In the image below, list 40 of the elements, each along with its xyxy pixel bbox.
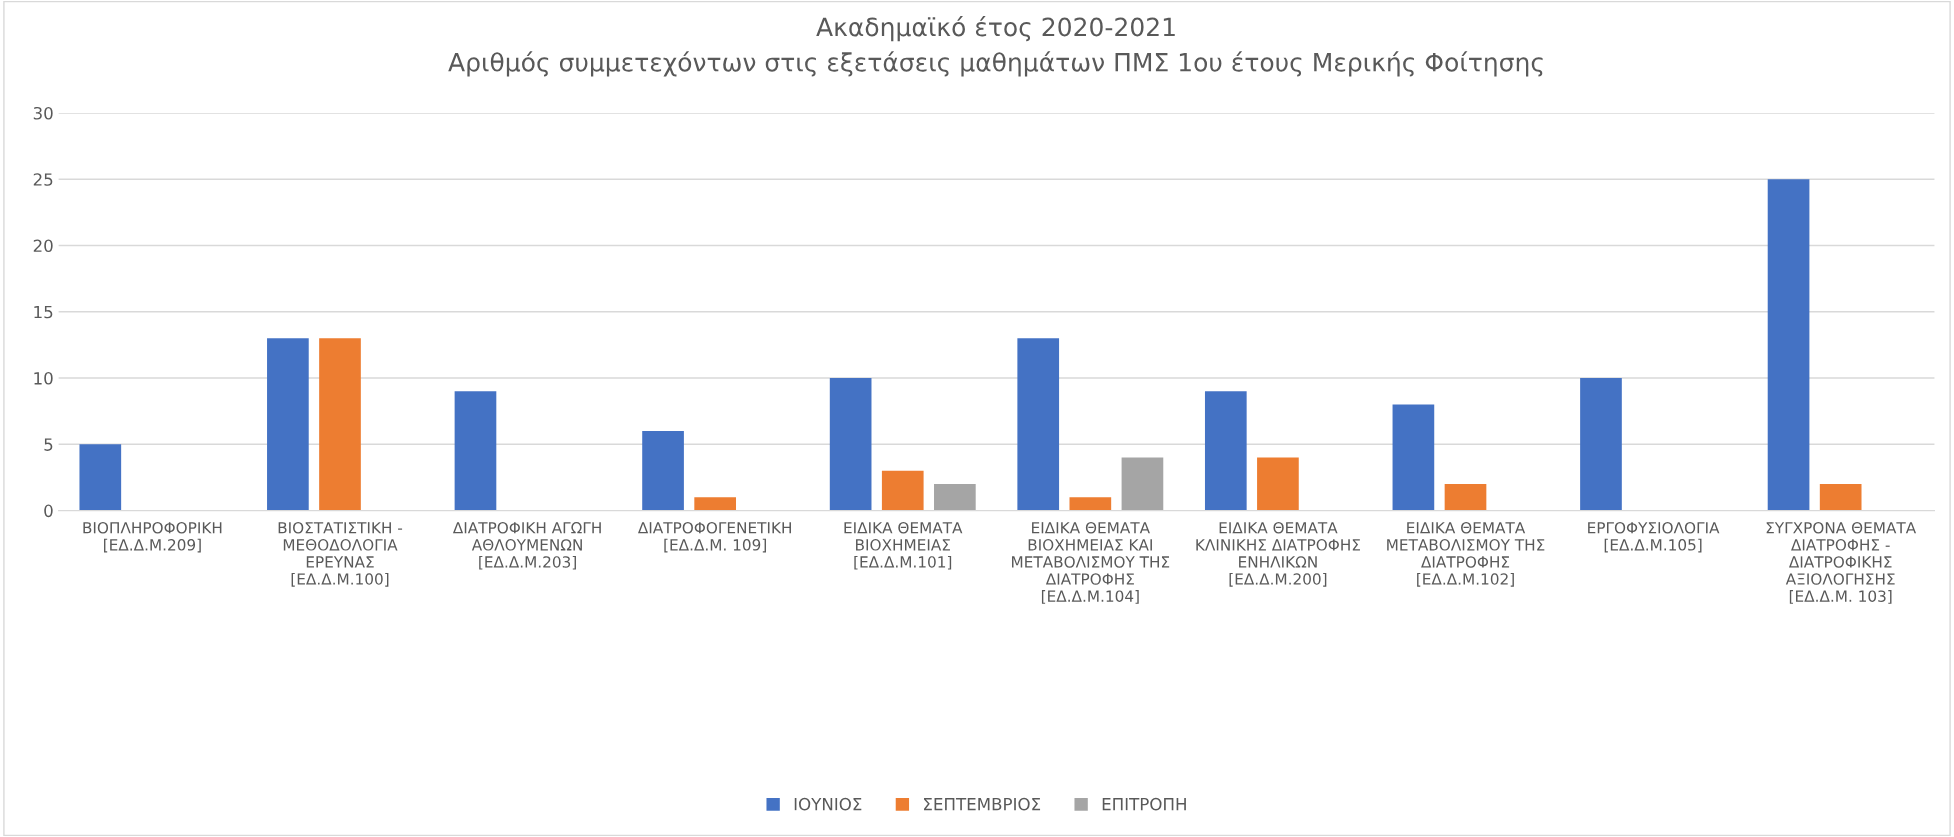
- bar: [1580, 378, 1622, 511]
- bar: [1069, 497, 1112, 511]
- legend-label: ΕΠΙΤΡΟΠΗ: [1102, 797, 1186, 811]
- chart-title: Ακαδημαϊκό έτος 2020-2021 Αριθμός συμμετεχόντων στις εξετάσεις μαθημάτων ΠΜΣ 1ου έτους Μερικής Φοίτησης: [448, 16, 1543, 77]
- x-tick-label: ΔΙΑΤΡΟΦΙΚΗ ΑΓΩΓΗ ΑΘΛΟΥΜΕΝΩΝ [ΕΔ.Δ.Μ.203]: [452, 521, 601, 570]
- bar: [79, 444, 122, 511]
- bar: [267, 338, 309, 511]
- bar: [1444, 484, 1487, 511]
- y-tick-label: 25: [33, 173, 53, 186]
- bar: [881, 470, 924, 511]
- bar: [319, 338, 361, 511]
- bar: [829, 378, 872, 511]
- bar: [934, 484, 976, 511]
- bar: [694, 497, 737, 511]
- bar: [1392, 404, 1435, 511]
- y-tick-label: 0: [44, 504, 53, 518]
- bar: [1017, 338, 1060, 511]
- legend-label: ΣΕΠΤΕΜΒΡΙΟΣ: [924, 797, 1041, 811]
- legend-label: ΙΟΥΝΙΟΣ: [794, 797, 862, 811]
- x-tick-label: ΒΙΟΠΛΗΡΟΦΟΡΙΚΗ [ΕΔ.Δ.Μ.209]: [83, 521, 222, 553]
- x-tick-label: ΣΥΓΧΡΟΝΑ ΘΕΜΑΤΑ ΔΙΑΤΡΟΦΗΣ - ΔΙΑΤΡΟΦΙΚΗΣ ΑΞΙΟΛΟΓΗΣΗΣ [ΕΔ.Δ.Μ. 103]: [1766, 521, 1917, 604]
- bar: [1819, 484, 1862, 511]
- bar: [1204, 391, 1247, 511]
- y-tick-label: 5: [44, 438, 53, 451]
- bar: [642, 431, 684, 511]
- bar: [1767, 179, 1810, 511]
- bar: [1257, 457, 1299, 511]
- x-tick-label: ΕΙΔΙΚΑ ΘΕΜΑΤΑ ΒΙΟΧΗΜΕΙΑΣ [ΕΔ.Δ.Μ.101]: [844, 521, 963, 570]
- bar: [1121, 457, 1164, 511]
- y-tick-label: 10: [34, 372, 53, 385]
- x-tick-label: ΒΙΟΣΤΑΤΙΣΤΙΚΗ - ΜΕΘΟΔΟΛΟΓΙΑ ΕΡΕΥΝΑΣ [ΕΔ.Δ.Μ.100]: [278, 521, 403, 587]
- x-tick-label: ΕΙΔΙΚΑ ΘΕΜΑΤΑ ΒΙΟΧΗΜΕΙΑΣ ΚΑΙ ΜΕΤΑΒΟΛΙΣΜΟΥ ΤΗΣ ΔΙΑΤΡΟΦΗΣ [ΕΔ.Δ.Μ.104]: [1012, 521, 1170, 604]
- x-tick-label: ΕΙΔΙΚΑ ΘΕΜΑΤΑ ΚΛΙΝΙΚΗΣ ΔΙΑΤΡΟΦΗΣ ΕΝΗΛΙΚΩΝ [ΕΔ.Δ.Μ.200]: [1196, 521, 1360, 587]
- x-tick-label: ΕΡΓΟΦΥΣΙΟΛΟΓΙΑ [ΕΔ.Δ.Μ.105]: [1588, 521, 1720, 553]
- y-tick-label: 20: [33, 239, 53, 253]
- bar: [454, 391, 497, 511]
- y-tick-label: 30: [33, 106, 53, 120]
- x-tick-label: ΕΙΔΙΚΑ ΘΕΜΑΤΑ ΜΕΤΑΒΟΛΙΣΜΟΥ ΤΗΣ ΔΙΑΤΡΟΦΗΣ [ΕΔ.Δ.Μ.102]: [1387, 521, 1545, 587]
- x-tick-label: ΔΙΑΤΡΟΦΟΓΕΝΕΤΙΚΗ [ΕΔ.Δ.Μ. 109]: [637, 521, 791, 553]
- y-tick-label: 15: [34, 305, 53, 319]
